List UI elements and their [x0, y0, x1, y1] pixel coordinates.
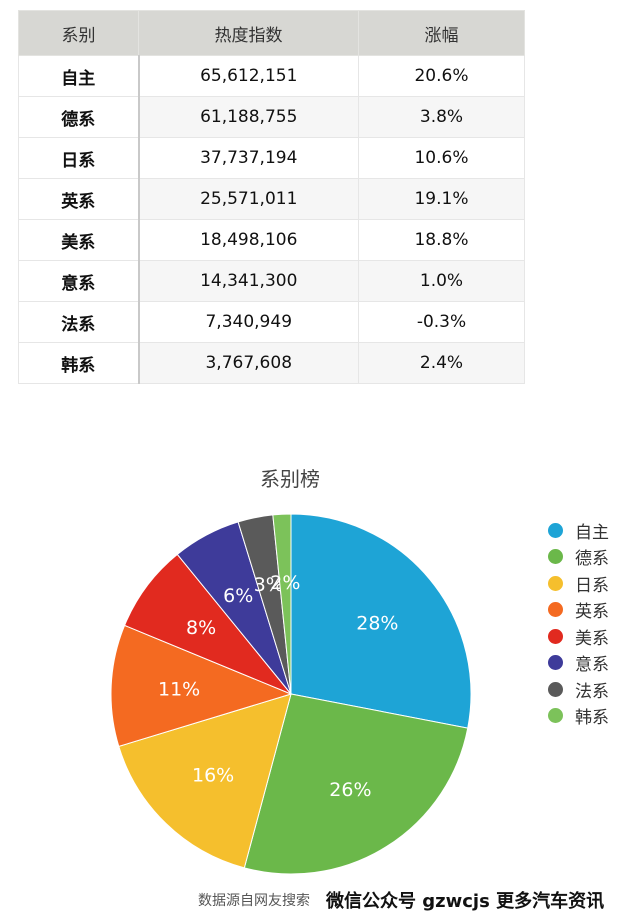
table-row: 意系 14,341,300 1.0%	[18, 260, 525, 302]
legend-item: 英系	[548, 597, 638, 624]
pie-slice-label: 28%	[356, 613, 398, 635]
pie-slice-label: 2%	[270, 572, 300, 594]
pie-slice-label: 3%	[254, 574, 284, 596]
legend-swatch	[548, 549, 563, 565]
legend-item: 自主	[548, 517, 638, 544]
legend-swatch	[548, 628, 563, 644]
legend-swatch	[548, 575, 563, 591]
watermark-text: 微信公众号 gzwcjs 更多汽车资讯	[326, 891, 605, 912]
series-cell: 美系	[18, 219, 140, 261]
index-cell: 3,767,608	[138, 342, 359, 384]
index-cell: 65,612,151	[138, 55, 359, 97]
legend-item: 美系	[548, 623, 638, 650]
table-row: 法系 7,340,949 -0.3%	[18, 301, 525, 343]
pie-slice-label: 16%	[192, 764, 234, 786]
pie-slice-4	[110, 624, 293, 748]
growth-cell: 18.8%	[358, 219, 525, 261]
legend-label: 英系	[575, 602, 609, 623]
table-row: 日系 37,737,194 10.6%	[18, 137, 525, 179]
table-header-row: 系别 热度指数 涨幅	[18, 10, 525, 56]
growth-cell: -0.3%	[358, 301, 525, 343]
legend-swatch	[548, 602, 563, 618]
series-cell: 自主	[18, 55, 140, 97]
legend-label: 意系	[575, 655, 609, 676]
series-cell: 意系	[18, 260, 140, 302]
data-source-note: 数据源自网友搜索	[198, 893, 310, 909]
legend-label: 韩系	[575, 708, 609, 729]
legend-item: 意系	[548, 650, 638, 677]
pie-slice-label: 6%	[223, 585, 253, 607]
legend-label: 法系	[575, 681, 609, 702]
growth-cell: 20.6%	[358, 55, 525, 97]
legend-label: 自主	[575, 522, 609, 543]
pie-slice-8	[272, 513, 292, 695]
legend-swatch	[548, 681, 563, 697]
legend-item: 日系	[548, 570, 638, 597]
chart-title: 系别榜	[260, 467, 320, 491]
legend-swatch	[548, 522, 563, 538]
legend-swatch	[548, 655, 563, 671]
table-row: 自主 65,612,151 20.6%	[18, 55, 525, 97]
table-row: 韩系 3,767,608 2.4%	[18, 342, 525, 384]
legend-item: 韩系	[548, 703, 638, 730]
growth-cell: 19.1%	[358, 178, 525, 220]
growth-cell: 3.8%	[358, 96, 525, 138]
pie-slice-3	[118, 693, 292, 869]
series-cell: 英系	[18, 178, 140, 220]
column-header-series: 系别	[18, 10, 139, 56]
index-cell: 14,341,300	[138, 260, 359, 302]
pie-slice-2	[243, 693, 469, 875]
pie-slice-label: 26%	[329, 779, 371, 801]
pie-slice-label: 11%	[158, 679, 200, 701]
series-cell: 韩系	[18, 342, 140, 384]
pie-slice-1	[290, 513, 472, 729]
legend-item: 法系	[548, 676, 638, 703]
table-row: 英系 25,571,011 19.1%	[18, 178, 525, 220]
legend-label: 日系	[575, 575, 609, 596]
legend-swatch	[548, 708, 563, 724]
legend-label: 德系	[575, 549, 609, 570]
pie-slice-label: 8%	[186, 617, 216, 639]
series-cell: 德系	[18, 96, 140, 138]
growth-cell: 2.4%	[358, 342, 525, 384]
legend-label: 美系	[575, 628, 609, 649]
series-cell: 法系	[18, 301, 140, 343]
index-cell: 37,737,194	[138, 137, 359, 179]
index-cell: 7,340,949	[138, 301, 359, 343]
growth-cell: 1.0%	[358, 260, 525, 302]
growth-cell: 10.6%	[358, 137, 525, 179]
ranking-table: 系别 热度指数 涨幅 自主 65,612,151 20.6% 德系 61,188…	[18, 10, 525, 384]
table-row: 德系 61,188,755 3.8%	[18, 96, 525, 138]
series-cell: 日系	[18, 137, 140, 179]
chart-legend: 自主德系日系英系美系意系法系韩系	[548, 517, 638, 729]
index-cell: 61,188,755	[138, 96, 359, 138]
index-cell: 25,571,011	[138, 178, 359, 220]
legend-item: 德系	[548, 544, 638, 571]
